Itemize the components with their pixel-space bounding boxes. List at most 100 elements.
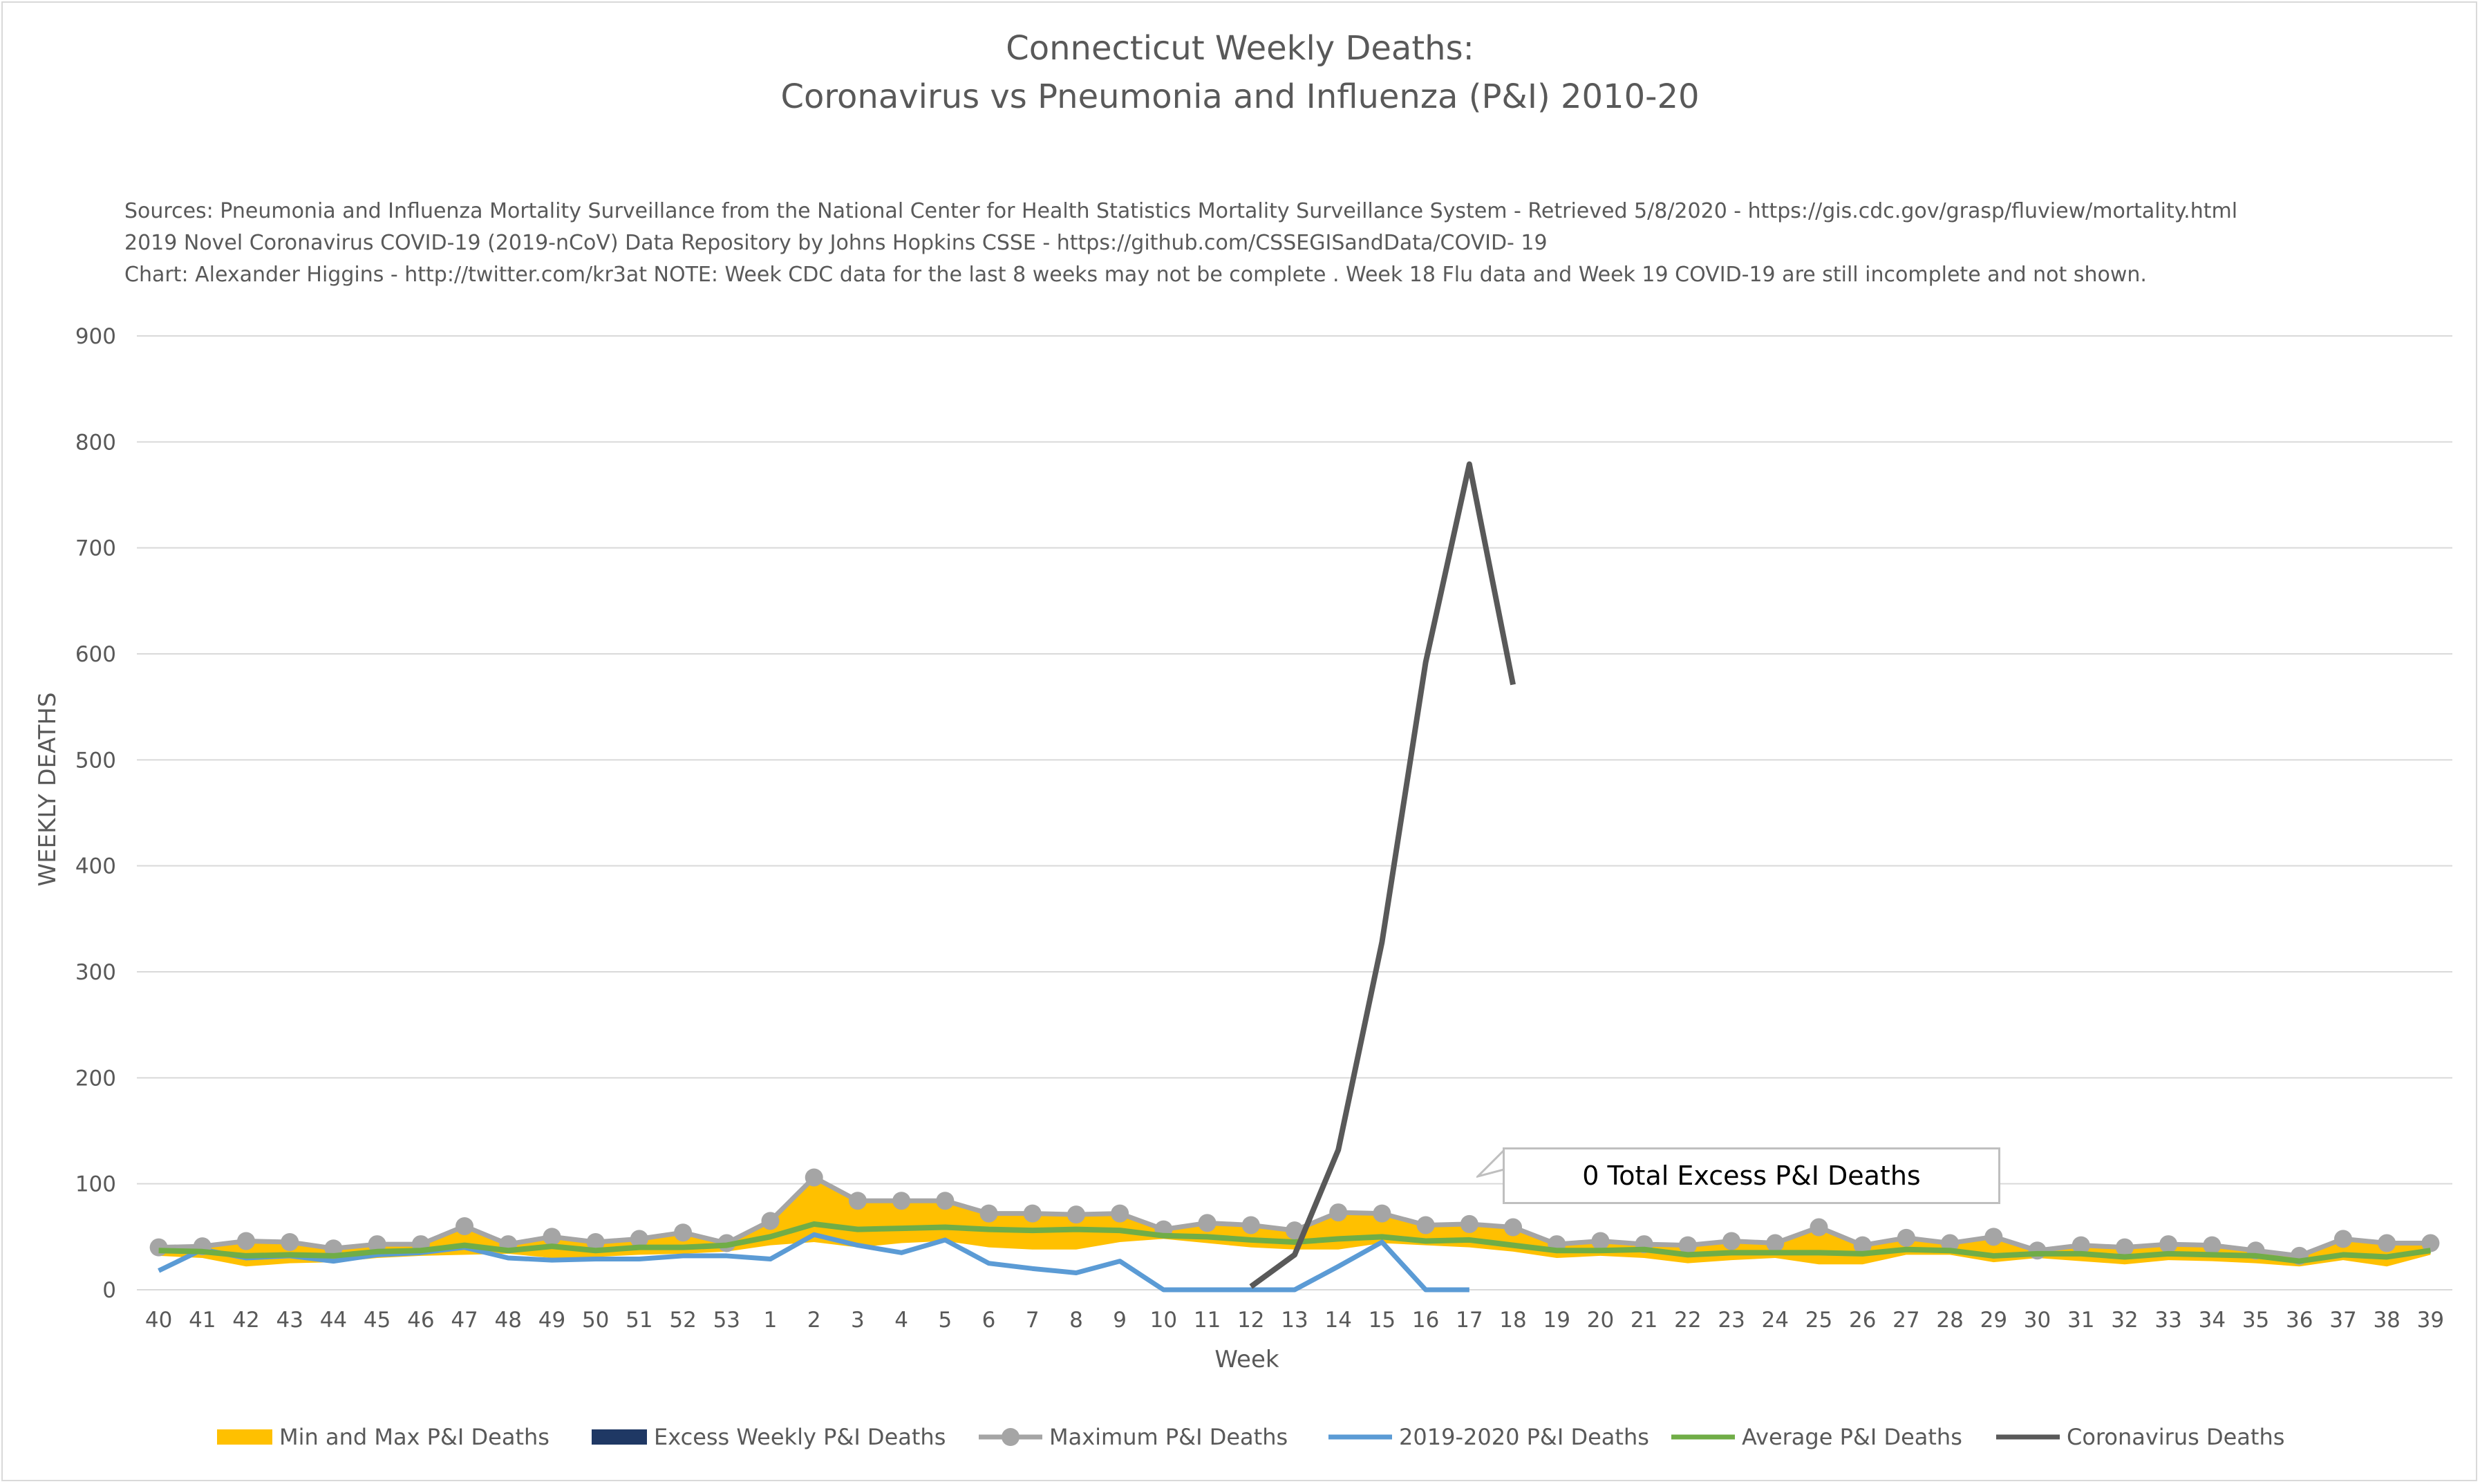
maximum-point <box>368 1235 386 1254</box>
x-tick-label: 23 <box>1718 1308 1745 1333</box>
y-axis-title: WEEKLY DEATHS <box>34 692 62 886</box>
x-tick-label: 52 <box>669 1308 696 1333</box>
maximum-point <box>761 1212 780 1230</box>
y-tick-label: 0 <box>102 1278 116 1303</box>
legend-label: 2019-2020 P&I Deaths <box>1399 1424 1649 1450</box>
x-tick-label: 26 <box>1849 1308 1876 1333</box>
maximum-point <box>892 1192 911 1210</box>
maximum-point <box>1897 1228 1915 1247</box>
series-lines <box>149 461 2440 1293</box>
x-tick-label: 38 <box>2373 1308 2400 1333</box>
x-tick-label: 28 <box>1936 1308 1963 1333</box>
legend-item: Min and Max P&I Deaths <box>217 1420 549 1454</box>
x-tick-label: 35 <box>2242 1308 2269 1333</box>
maximum-point <box>2203 1236 2221 1255</box>
legend-item: Maximum P&I Deaths <box>979 1420 1288 1454</box>
maximum-point <box>1678 1236 1697 1255</box>
y-tick-label: 800 <box>75 430 116 455</box>
y-tick-label: 600 <box>75 642 116 667</box>
maximum-point <box>1023 1204 1042 1223</box>
maximum-point <box>1373 1204 1391 1223</box>
maximum-point <box>2333 1230 2352 1248</box>
x-tick-label: 3 <box>851 1308 865 1333</box>
y-tick-label: 300 <box>75 960 116 985</box>
x-axis-ticks: 40 41 42 43 44 45 46 47 48 49 50 51 52 53 1 2 3 4 5 6 7 8 9 10 1… <box>145 1308 2444 1333</box>
x-tick-label: 36 <box>2286 1308 2313 1333</box>
legend-swatch <box>1328 1434 1392 1440</box>
legend-item: Average P&I Deaths <box>1671 1420 1962 1454</box>
gridlines <box>137 335 2452 1290</box>
maximum-point <box>455 1217 474 1235</box>
source-note-3: Chart: Alexander Higgins - http://twitte… <box>124 263 2147 287</box>
x-tick-label: 11 <box>1194 1308 1221 1333</box>
legend-label: Excess Weekly P&I Deaths <box>654 1424 946 1450</box>
x-tick-label: 6 <box>982 1308 996 1333</box>
x-tick-label: 43 <box>276 1308 303 1333</box>
x-tick-label: 42 <box>232 1308 259 1333</box>
x-tick-label: 39 <box>2417 1308 2444 1333</box>
x-tick-label: 50 <box>582 1308 609 1333</box>
maximum-point <box>1286 1221 1304 1240</box>
x-tick-label: 9 <box>1113 1308 1127 1333</box>
source-note-2: 2019 Novel Coronavirus COVID-19 (2019-nC… <box>124 231 1548 255</box>
x-tick-label: 7 <box>1026 1308 1040 1333</box>
maximum-point <box>281 1233 299 1251</box>
x-tick-label: 25 <box>1805 1308 1832 1333</box>
x-tick-label: 27 <box>1892 1308 1919 1333</box>
maximum-point <box>1810 1218 1828 1237</box>
x-tick-label: 37 <box>2329 1308 2356 1333</box>
x-tick-label: 51 <box>626 1308 652 1333</box>
legend-item: Coronavirus Deaths <box>1996 1420 2284 1454</box>
maximum-point <box>2378 1234 2396 1252</box>
x-tick-label: 33 <box>2154 1308 2181 1333</box>
maximum-point <box>1111 1204 1129 1223</box>
x-tick-label: 21 <box>1631 1308 1657 1333</box>
maximum-point <box>1329 1203 1348 1222</box>
x-axis-title: Week <box>1214 1346 1279 1373</box>
maximum-point <box>237 1232 256 1250</box>
source-note-1: Sources: Pneumonia and Influenza Mortali… <box>124 199 2238 223</box>
x-tick-label: 45 <box>364 1308 391 1333</box>
x-tick-label: 48 <box>495 1308 522 1333</box>
x-tick-label: 53 <box>713 1308 740 1333</box>
chart-title-line1: Connecticut Weekly Deaths: <box>1006 29 1474 68</box>
maximum-point <box>805 1168 823 1187</box>
legend-label: Maximum P&I Deaths <box>1049 1424 1288 1450</box>
maximum-point <box>674 1223 693 1242</box>
x-tick-label: 20 <box>1587 1308 1614 1333</box>
x-tick-label: 16 <box>1412 1308 1439 1333</box>
x-tick-label: 2 <box>807 1308 821 1333</box>
x-tick-label: 12 <box>1237 1308 1264 1333</box>
maximum-point <box>1504 1218 1523 1237</box>
legend-label: Coronavirus Deaths <box>2067 1424 2285 1450</box>
x-tick-label: 41 <box>189 1308 216 1333</box>
maximum-point <box>543 1228 561 1246</box>
legend-item: 2019-2020 P&I Deaths <box>1328 1420 1649 1454</box>
x-tick-label: 30 <box>2024 1308 2051 1333</box>
x-tick-label: 1 <box>764 1308 778 1333</box>
x-tick-label: 47 <box>451 1308 478 1333</box>
x-tick-label: 46 <box>407 1308 434 1333</box>
series-2019-2020-line <box>158 1232 1469 1293</box>
maximum-point <box>2159 1235 2178 1254</box>
x-tick-label: 22 <box>1674 1308 1701 1333</box>
x-tick-label: 17 <box>1456 1308 1483 1333</box>
x-tick-label: 32 <box>2111 1308 2138 1333</box>
maximum-point <box>2072 1236 2090 1255</box>
x-tick-label: 14 <box>1324 1308 1351 1333</box>
maximum-point <box>979 1204 998 1223</box>
x-tick-label: 34 <box>2199 1308 2226 1333</box>
maximum-point <box>2115 1238 2134 1257</box>
chart-title-line2: Coronavirus vs Pneumonia and Influenza (… <box>780 77 1700 116</box>
x-tick-label: 29 <box>1980 1308 2007 1333</box>
x-tick-label: 13 <box>1281 1308 1308 1333</box>
legend: Min and Max P&I Deaths Excess Weekly P&I … <box>0 1420 2480 1454</box>
maximum-point <box>1766 1234 1785 1252</box>
legend-item: Excess Weekly P&I Deaths <box>592 1420 946 1454</box>
maximum-point <box>1853 1236 1872 1255</box>
y-tick-label: 900 <box>75 324 116 349</box>
y-tick-label: 400 <box>75 854 116 879</box>
maximum-point <box>1241 1216 1260 1234</box>
maximum-point <box>2421 1234 2440 1252</box>
